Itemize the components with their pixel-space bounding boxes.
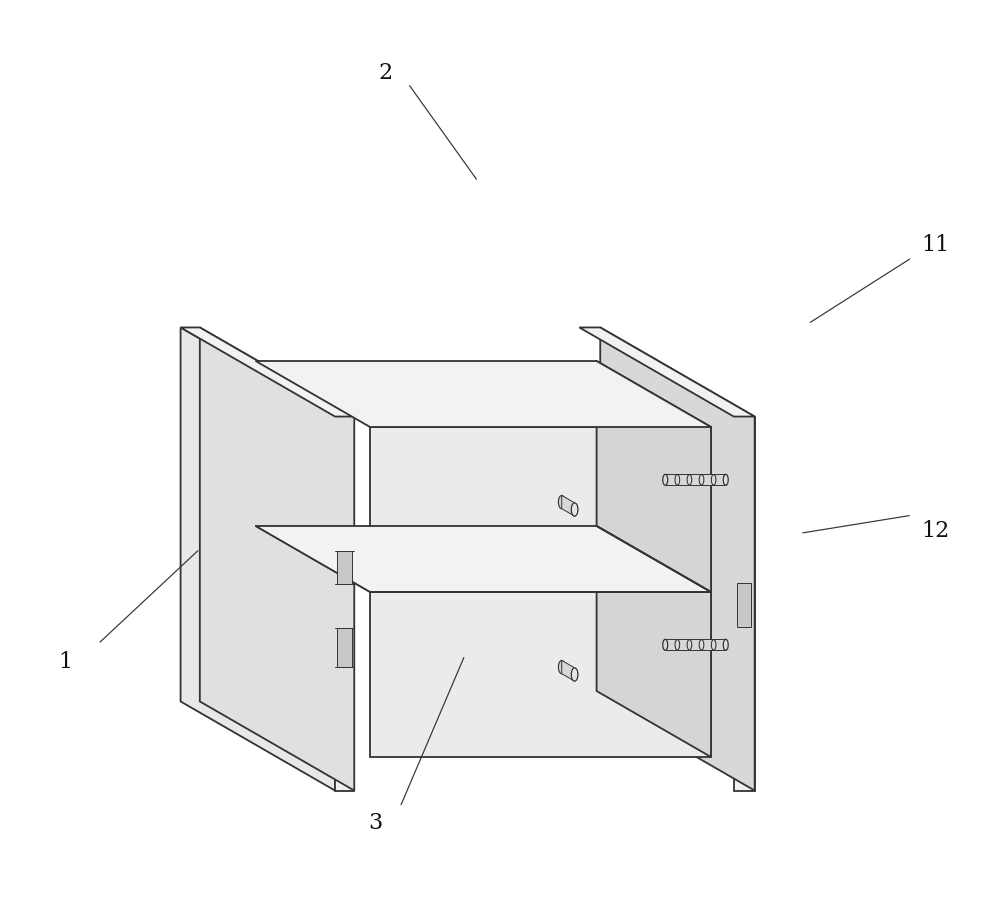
Polygon shape xyxy=(181,327,335,791)
Text: 1: 1 xyxy=(58,651,72,673)
Polygon shape xyxy=(665,639,726,650)
Polygon shape xyxy=(256,361,711,427)
Text: 11: 11 xyxy=(921,234,949,256)
Ellipse shape xyxy=(723,474,728,485)
Polygon shape xyxy=(337,629,352,667)
Polygon shape xyxy=(734,416,755,791)
Ellipse shape xyxy=(723,639,728,650)
Polygon shape xyxy=(335,416,354,791)
Ellipse shape xyxy=(571,668,578,681)
Ellipse shape xyxy=(571,502,578,516)
Polygon shape xyxy=(600,327,755,791)
Polygon shape xyxy=(665,474,726,485)
Polygon shape xyxy=(562,495,575,516)
Polygon shape xyxy=(597,526,711,757)
Polygon shape xyxy=(562,660,575,681)
Polygon shape xyxy=(200,327,354,791)
Polygon shape xyxy=(370,592,711,757)
Polygon shape xyxy=(256,526,711,592)
Ellipse shape xyxy=(558,495,565,509)
Polygon shape xyxy=(597,361,711,592)
Ellipse shape xyxy=(663,639,668,650)
Polygon shape xyxy=(737,582,751,627)
Polygon shape xyxy=(370,427,711,592)
Text: 2: 2 xyxy=(378,62,392,83)
Polygon shape xyxy=(579,327,755,416)
Polygon shape xyxy=(181,327,354,416)
Ellipse shape xyxy=(558,660,565,674)
Text: 12: 12 xyxy=(921,520,949,541)
Ellipse shape xyxy=(663,474,668,485)
Text: 3: 3 xyxy=(368,812,382,834)
Polygon shape xyxy=(337,551,352,584)
